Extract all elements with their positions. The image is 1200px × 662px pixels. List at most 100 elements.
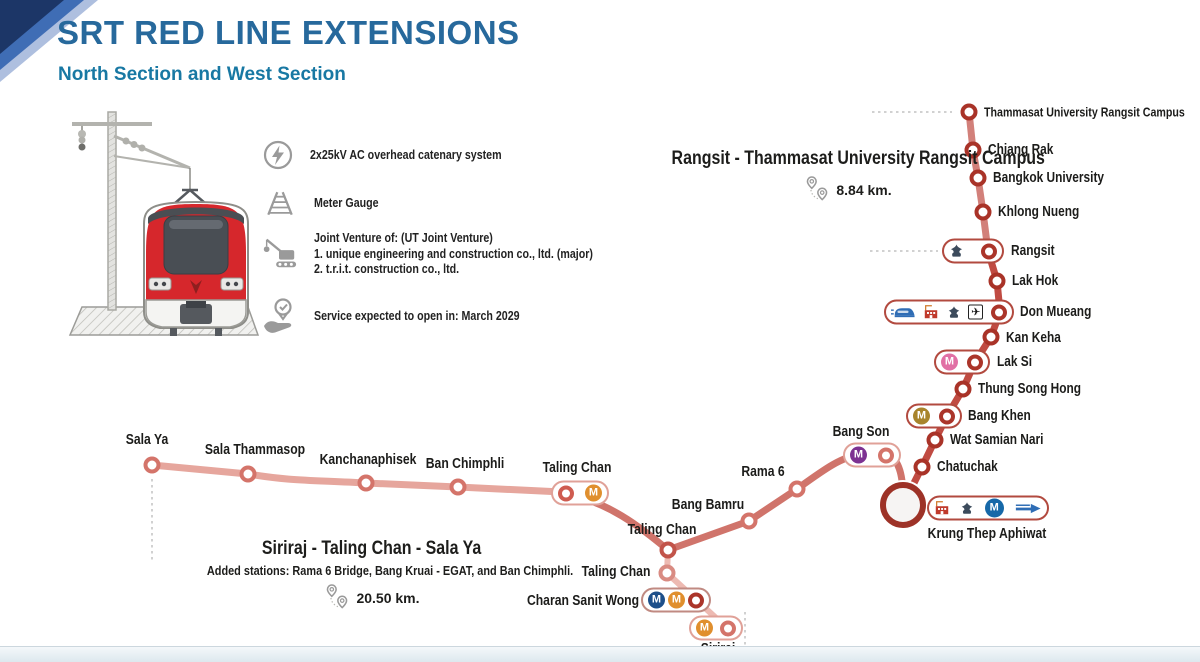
north-section-header: Rangsit - Thammasat University Rangsit C… bbox=[636, 148, 1045, 205]
station-label-chatuchak: Chatuchak bbox=[937, 459, 998, 475]
station-marker-khlong-nueng bbox=[974, 203, 992, 221]
station-marker-thammasat bbox=[960, 103, 978, 121]
medal-hand-icon bbox=[264, 298, 292, 333]
north-distance: 8.84 km. bbox=[668, 175, 1028, 205]
don-mueang-interchange-pill: ✈ bbox=[884, 299, 1014, 325]
station-ring bbox=[720, 620, 736, 636]
page-subtitle: North Section and West Section bbox=[58, 64, 346, 85]
station-ring bbox=[967, 354, 983, 370]
taling-chan-interchange-pill: M bbox=[551, 480, 609, 506]
siriraj-interchange-pill: M bbox=[689, 615, 743, 641]
station-label-taling-chan-lower: Taling Chan bbox=[581, 564, 651, 580]
krung-thep-aphiwat-interchange-pill: M bbox=[927, 495, 1049, 521]
station-marker-sala-ya bbox=[143, 456, 161, 474]
station-marker-ban-chimphli bbox=[449, 478, 467, 496]
railway-track-icon bbox=[267, 191, 293, 216]
station-label-rangsit: Rangsit bbox=[1011, 243, 1055, 259]
station-marker-sala-thammasop bbox=[239, 465, 257, 483]
station-marker-wat-samian-nari bbox=[926, 431, 944, 449]
station-label-chiang-rak: Chiang Rak bbox=[988, 142, 1054, 158]
bang-khen-interchange-pill: M bbox=[906, 403, 962, 429]
station-label-thung-song-hong: Thung Song Hong bbox=[978, 381, 1082, 397]
station-marker-taling-chan-junction bbox=[659, 541, 677, 559]
hst-train-icon bbox=[891, 308, 915, 318]
corner-ribbon-decoration bbox=[0, 0, 98, 82]
station-marker-thung-song-hong bbox=[954, 380, 972, 398]
srt-crest-icon bbox=[948, 305, 959, 318]
station-ring bbox=[939, 408, 955, 424]
station-label-thammasat: Thammasat University Rangsit Campus bbox=[984, 104, 1185, 120]
express-train-arrow-icon bbox=[1015, 503, 1041, 513]
train-coupler bbox=[180, 304, 212, 324]
station-ring bbox=[991, 304, 1007, 320]
station-ring bbox=[688, 592, 704, 608]
station-label-bangkok-university: Bangkok University bbox=[993, 170, 1105, 186]
station-marker-chiang-rak bbox=[964, 141, 982, 159]
north-line bbox=[899, 247, 1004, 509]
station-marker-kan-keha bbox=[982, 328, 1000, 346]
station-ring bbox=[981, 243, 997, 259]
station-marker-rama-6 bbox=[788, 480, 806, 498]
crane-icon bbox=[263, 239, 297, 268]
fact-joint-venture: Joint Venture of: (UT Joint Venture) 1. … bbox=[260, 230, 654, 277]
charan-sanit-wong-interchange-pill: M M bbox=[641, 587, 711, 613]
station-label-krung-thep-aphiwat: Krung Thep Aphiwat bbox=[927, 526, 1047, 542]
station-label-charan-sanit-wong: Charan Sanit Wong bbox=[526, 593, 640, 609]
fact-catenary: 2x25kV AC overhead catenary system bbox=[262, 139, 544, 171]
mrt-orange-line-icon: M bbox=[585, 484, 602, 502]
map-pins-icon bbox=[327, 584, 348, 609]
page-title: SRT RED LINE EXTENSIONS bbox=[57, 14, 520, 51]
north-section-title: Rangsit - Thammasat University Rangsit C… bbox=[671, 148, 1045, 169]
station-label-sala-ya: Sala Ya bbox=[125, 432, 169, 448]
station-label-rama-6: Rama 6 bbox=[741, 464, 785, 480]
station-building-icon bbox=[935, 501, 949, 515]
station-label-khlong-nueng: Khlong Nueng bbox=[998, 204, 1080, 220]
station-label-taling-chan-upper: Taling Chan bbox=[542, 460, 612, 476]
station-marker-krung-thep-aphiwat bbox=[880, 482, 926, 528]
mrt-orange-line-icon: M bbox=[668, 591, 685, 609]
station-label-sala-thammasop: Sala Thammasop bbox=[204, 442, 306, 458]
station-label-taling-chan-junction: Taling Chan bbox=[627, 522, 697, 538]
station-label-don-mueang: Don Mueang bbox=[1020, 304, 1092, 320]
mrt-blue-line-icon: M bbox=[648, 591, 665, 609]
airplane-icon: ✈ bbox=[968, 304, 984, 320]
station-label-kanchanaphisek: Kanchanaphisek bbox=[319, 452, 417, 468]
rangsit-interchange-pill bbox=[942, 238, 1004, 264]
station-label-bang-khen: Bang Khen bbox=[968, 408, 1031, 424]
station-marker-lak-hok bbox=[988, 272, 1006, 290]
fact-service-opening: Service expected to open in: March 2029 bbox=[260, 296, 565, 336]
mrt-purple-line-icon: M bbox=[850, 446, 867, 464]
srt-crest-icon bbox=[950, 244, 963, 257]
mrt-brown-line-icon: M bbox=[913, 407, 930, 425]
mrt-orange-line-icon: M bbox=[696, 619, 713, 637]
bang-son-interchange-pill: M bbox=[843, 442, 901, 468]
train-illustration bbox=[68, 111, 260, 336]
station-label-bang-bamru: Bang Bamru bbox=[671, 497, 745, 513]
station-marker-bangkok-university bbox=[969, 169, 987, 187]
west-section-note: Added stations: Rama 6 Bridge, Bang Krua… bbox=[206, 563, 574, 578]
fact-gauge: Meter Gauge bbox=[262, 188, 393, 218]
map-pins-icon bbox=[807, 176, 828, 201]
station-label-lak-si: Lak Si bbox=[997, 354, 1033, 370]
station-label-bang-son: Bang Son bbox=[832, 424, 890, 440]
station-label-wat-samian-nari: Wat Samian Nari bbox=[950, 432, 1044, 448]
station-label-lak-hok: Lak Hok bbox=[1012, 273, 1059, 289]
station-marker-taling-chan-lower bbox=[658, 564, 676, 582]
west-section-title: Siriraj - Taling Chan - Sala Ya bbox=[262, 538, 482, 559]
station-ring bbox=[558, 485, 574, 501]
lak-si-interchange-pill: M bbox=[934, 349, 990, 375]
station-label-ban-chimphli: Ban Chimphli bbox=[425, 456, 505, 472]
catenary-mast bbox=[107, 111, 117, 311]
station-marker-chatuchak bbox=[913, 458, 931, 476]
lightning-icon bbox=[263, 140, 293, 170]
station-building-icon bbox=[924, 305, 937, 319]
station-ring bbox=[878, 447, 894, 463]
station-marker-kanchanaphisek bbox=[357, 474, 375, 492]
west-distance: 20.50 km. bbox=[172, 583, 572, 613]
bottom-bar-decoration bbox=[0, 646, 1200, 662]
mrt-blue-line-icon: M bbox=[984, 498, 1004, 518]
srt-crest-icon bbox=[962, 501, 973, 514]
station-label-kan-keha: Kan Keha bbox=[1006, 330, 1061, 346]
mrt-pink-line-icon: M bbox=[941, 353, 958, 371]
